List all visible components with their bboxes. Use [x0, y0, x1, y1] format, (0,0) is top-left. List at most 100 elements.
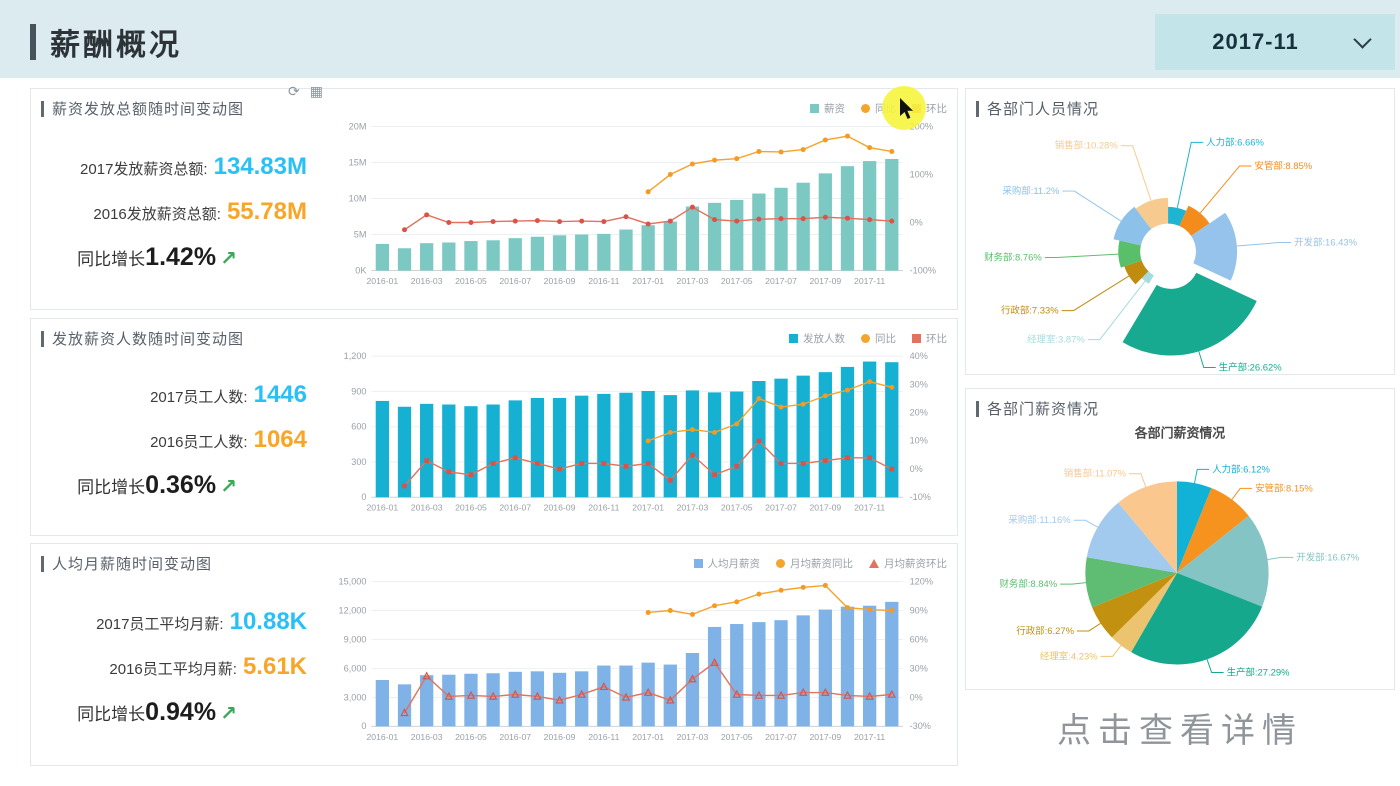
legend-item-yoy[interactable]: 月均薪资同比: [776, 556, 853, 571]
pie-slice-行政部[interactable]: [1124, 260, 1149, 285]
pie-slice-财务部[interactable]: [1085, 557, 1178, 608]
date-selector-value[interactable]: 2017-11: [1212, 29, 1299, 54]
pie-slice-经理室[interactable]: [1141, 271, 1154, 284]
dept-headcount-pie: 人力部:6.66% 安管部:8.85% 开发部:16.43% 生产部:26.62% 经理…: [984, 136, 1358, 374]
chart-text: 2017-11: [854, 276, 885, 286]
chart-text: 12,000: [339, 605, 367, 615]
chart-text: 10%: [910, 436, 928, 446]
chart-text: 900: [351, 386, 366, 396]
panel-avg-salary: 人均月薪随时间变动图 人均月薪资 月均薪资同比 月均薪资环比 2017员工平均月…: [30, 543, 958, 766]
legend-label: 月均薪资环比: [884, 558, 947, 570]
chart-text: -30%: [910, 721, 931, 731]
chart-text: 生产部:26.62%: [1219, 362, 1283, 374]
chart-text: 20M: [349, 121, 367, 131]
stat-growth: 同比增长1.42% ↗: [77, 242, 237, 271]
pie-slice-生产部[interactable]: [1131, 572, 1263, 665]
pie-slice-生产部[interactable]: [1122, 272, 1257, 356]
line-同比: [645, 379, 895, 444]
chart-text: 6,000: [344, 663, 367, 673]
pie-slice-经理室[interactable]: [1111, 572, 1178, 653]
chart-text: 开发部:16.43%: [1294, 237, 1358, 249]
chart-headcount: 0 300 600 900 1,200 -10% 0% 10% 20% 30% 40% 2016-01…: [327, 345, 951, 533]
stat-2017: 2017发放薪资总额: 134.83M: [80, 152, 307, 180]
avg-salary-chart: 0 3,000 6,000 9,000 12,000 15,000 -30% 0% 30% 60%…: [339, 576, 933, 742]
panel-accent-bar: [41, 330, 44, 347]
bars-人均月薪资: [375, 601, 899, 727]
legend-item-mom[interactable]: 环比: [912, 101, 947, 116]
pie-slice-采购部[interactable]: [1113, 206, 1152, 246]
panel-title-avg-salary: 人均月薪随时间变动图: [52, 556, 213, 573]
chart-text: 300: [351, 457, 366, 467]
pie-slice-财务部[interactable]: [1118, 240, 1142, 268]
panel-salary-total: 薪资发放总额随时间变动图 薪资 同比 环比 2017发放薪资总额: 134.83M…: [30, 88, 958, 310]
chart-text: 2017-01: [632, 276, 664, 286]
page-title: 薪酬概况: [50, 29, 182, 62]
date-selector[interactable]: 2017-11: [1155, 14, 1395, 70]
chart-toolbar: ⟳ ▦: [288, 83, 323, 100]
chart-text: 2016-11: [588, 276, 619, 286]
chart-text: 2016-09: [544, 503, 576, 513]
stats-salary-total: 2017发放薪资总额: 134.83M 2016发放薪资总额: 55.78M 同比增…: [31, 115, 327, 309]
chart-text: 安管部:8.85%: [1255, 160, 1313, 172]
legend-label: 同比: [875, 103, 896, 115]
legend-item-mom[interactable]: 月均薪资环比: [869, 556, 947, 571]
pie-slice-销售部[interactable]: [1135, 197, 1169, 230]
chart-text: 30%: [910, 663, 928, 673]
chart-text: 2016-03: [411, 503, 443, 513]
chart-text: 0: [361, 721, 366, 731]
pie-slice-开发部[interactable]: [1177, 515, 1269, 607]
legend-salary-total: 薪资 同比 环比: [810, 101, 947, 116]
line-月均薪资环比: [400, 657, 897, 717]
panel-title-salary-total: 薪资发放总额随时间变动图: [52, 101, 245, 118]
chart-text: 15M: [349, 157, 367, 167]
chart-text: 2016-07: [499, 732, 531, 742]
chart-text: 60%: [910, 634, 928, 644]
legend-square-icon: [912, 334, 921, 343]
chart-text: 30%: [910, 379, 928, 389]
table-view-icon[interactable]: ▦: [309, 83, 323, 99]
chart-text: 2017-05: [721, 732, 753, 742]
chart-text: 销售部:11.07%: [1064, 468, 1127, 480]
legend-item-salary[interactable]: 薪资: [810, 101, 845, 116]
pie-slice-安管部[interactable]: [1179, 205, 1210, 236]
pie-slice-销售部[interactable]: [1118, 481, 1178, 573]
view-details-link[interactable]: 点击查看详情: [1057, 712, 1303, 750]
legend-item-headcount[interactable]: 发放人数: [789, 331, 845, 346]
legend-item-mom[interactable]: 环比: [912, 331, 947, 346]
chart-text: 10M: [349, 193, 367, 203]
chevron-down-icon[interactable]: [1353, 29, 1372, 49]
chart-text: 2017-09: [809, 732, 841, 742]
chart-text: 200%: [910, 121, 933, 131]
pie-slice-行政部[interactable]: [1092, 572, 1178, 638]
stat-2017: 2017员工平均月薪: 10.88K: [96, 608, 307, 635]
panel-dept-headcount: 各部门人员情况 人力部:6.66% 安管部:8.85% 开发部:16.43% 生产部:…: [965, 88, 1395, 375]
pie-slice-人力部[interactable]: [1168, 206, 1187, 227]
pie-slice-安管部[interactable]: [1177, 488, 1249, 573]
chart-text: 0: [361, 492, 366, 502]
line-月均薪资同比: [645, 582, 895, 617]
headcount-chart: 0 300 600 900 1,200 -10% 0% 10% 20% 30% 40% 2016-01…: [344, 351, 931, 513]
chart-text: 人力部:6.12%: [1212, 463, 1270, 475]
chart-text: 销售部:10.28%: [1055, 140, 1119, 152]
chart-text: 各部门薪资情况: [1134, 426, 1226, 441]
refresh-icon[interactable]: ⟳: [288, 83, 300, 99]
chart-text: 2016-03: [411, 276, 443, 286]
stat-growth: 同比增长0.36% ↗: [77, 470, 237, 499]
legend-item-yoy[interactable]: 同比: [861, 331, 896, 346]
pie-slice-人力部[interactable]: [1177, 481, 1212, 573]
chart-text: 90%: [910, 605, 928, 615]
panel-accent-bar: [41, 100, 44, 117]
panel-accent-bar: [976, 100, 979, 117]
legend-item-avg-salary[interactable]: 人均月薪资: [693, 556, 760, 571]
chart-text: 0%: [910, 692, 923, 702]
chart-dept-headcount: 人力部:6.66% 安管部:8.85% 开发部:16.43% 生产部:26.62% 经理…: [966, 121, 1394, 374]
chart-text: 5M: [354, 229, 367, 239]
pie-slice-开发部[interactable]: [1191, 212, 1238, 281]
chart-text: 2017-03: [677, 732, 709, 742]
chart-text: 财务部:8.76%: [984, 251, 1042, 263]
stats-headcount: 2017员工人数: 1446 2016员工人数: 1064 同比增长0.36% ↗: [31, 345, 327, 535]
pie-slice-采购部[interactable]: [1086, 502, 1178, 573]
legend-item-yoy[interactable]: 同比: [861, 101, 896, 116]
legend-dot-icon: [861, 334, 870, 343]
